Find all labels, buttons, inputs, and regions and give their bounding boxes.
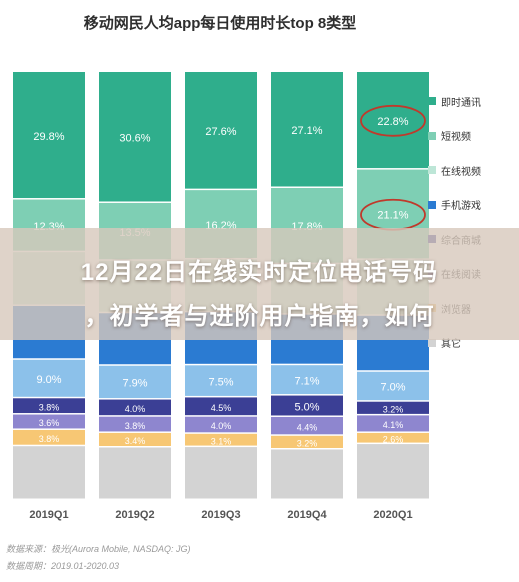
bar-segment [185, 433, 257, 446]
x-tick-label: 2019Q3 [201, 509, 240, 521]
data-label: 3.2% [297, 439, 318, 449]
data-label: 7.5% [208, 376, 233, 388]
headline-overlay-line1: 12月22日在线实时定位电话号码 [80, 259, 439, 286]
bar-segment [99, 432, 171, 446]
bar-segment [357, 432, 429, 443]
x-tick-label: 2020Q1 [373, 509, 412, 521]
headline-overlay-line2: ，初学者与进阶用户指南，如何 [84, 303, 435, 330]
data-label: 4.4% [297, 422, 318, 432]
legend-swatch [428, 200, 436, 209]
data-label: 3.2% [383, 405, 404, 415]
legend-label: 即时通讯 [441, 97, 481, 109]
bar-segment [271, 395, 343, 416]
bar-segment [13, 72, 85, 199]
data-label: 3.6% [39, 418, 60, 428]
legend-label: 其它 [441, 339, 461, 351]
x-tick-label: 2019Q1 [29, 509, 68, 521]
data-label: 5.0% [294, 401, 319, 413]
bar-segment [271, 435, 343, 448]
bar-segment [185, 365, 257, 396]
bar-segment [13, 446, 85, 499]
date-note: 数据周期：2019.01-2020.03 [6, 561, 120, 571]
bar-segment [271, 365, 343, 395]
legend-item: 手机游戏 [428, 188, 519, 223]
bar-segment [185, 416, 257, 433]
x-tick-labels-layer: 2019Q1 2019Q2 2019Q3 2019Q4 2020Q1 [29, 509, 412, 521]
data-label: 30.6% [119, 132, 150, 144]
bar-segment [357, 371, 429, 401]
bar-segment [99, 72, 171, 202]
legend-label: 短视频 [441, 132, 471, 144]
bar-segment [357, 415, 429, 432]
legend-swatch [428, 97, 436, 106]
legend-item: 在线视频 [428, 153, 519, 188]
source-note: 数据来源：极光(Aurora Mobile, NASDAQ: JG) [6, 544, 191, 554]
legend-item: 短视频 [428, 119, 519, 154]
x-tick-label: 2019Q4 [287, 509, 327, 521]
data-label: 22.8% [377, 116, 408, 128]
data-label: 9.0% [36, 374, 61, 386]
headline-overlay-band [0, 228, 519, 340]
legend-label: 在线视频 [441, 166, 481, 178]
bar-segment [357, 444, 429, 499]
data-label: 21.1% [377, 210, 408, 222]
data-label: 4.1% [383, 420, 404, 430]
highlight-circle [360, 104, 426, 137]
bar-segment [13, 414, 85, 429]
bar-segment [99, 365, 171, 399]
data-label: 7.0% [380, 382, 405, 394]
bar-segment [99, 447, 171, 499]
legend-swatch [428, 131, 436, 140]
data-label: 29.8% [33, 131, 64, 143]
bar-segment [185, 72, 257, 189]
data-label: 3.8% [39, 434, 60, 444]
bar-segment [13, 429, 85, 445]
data-label: 4.0% [125, 404, 146, 414]
data-label: 4.0% [211, 421, 232, 431]
data-label: 3.1% [211, 436, 232, 446]
bar-segment [99, 399, 171, 416]
legend-item: 其它 [428, 326, 519, 361]
data-label: 3.4% [125, 436, 146, 446]
data-label: 4.5% [211, 403, 232, 413]
legend-label: 手机游戏 [441, 201, 481, 213]
data-label: 27.6% [205, 126, 236, 138]
bar-segment [271, 72, 343, 187]
bar-segment [185, 397, 257, 416]
data-label: 7.9% [122, 378, 147, 390]
bar-segment [185, 447, 257, 499]
bar-segment [357, 72, 429, 169]
data-label: 7.1% [294, 375, 319, 387]
data-label: 2.6% [383, 435, 404, 445]
bar-segment [271, 416, 343, 435]
bar-segment [357, 401, 429, 414]
legend-item: 即时通讯 [428, 84, 519, 119]
bar-segment [271, 449, 343, 499]
data-label: 27.1% [291, 125, 322, 137]
data-label: 3.8% [125, 421, 146, 431]
chart-title: 移动网民人均app每日使用时长top 8类型 [83, 15, 357, 32]
data-labels-layer: 29.8%12.3%9.0%3.8%3.6%3.8%30.6%13.5%7.9%… [33, 116, 408, 449]
legend-swatch [428, 166, 436, 175]
legend-swatch [428, 338, 436, 347]
bar-segment [13, 359, 85, 397]
bar-segment [13, 398, 85, 414]
x-tick-label: 2019Q2 [115, 509, 154, 521]
bar-segment [99, 416, 171, 432]
data-label: 3.8% [39, 402, 60, 412]
